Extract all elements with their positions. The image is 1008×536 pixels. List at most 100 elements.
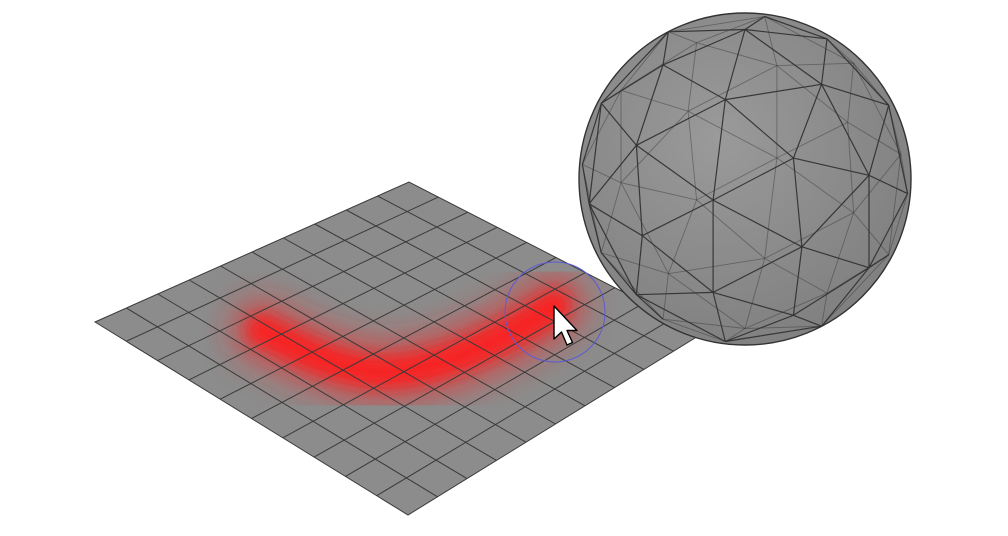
sphere-edge <box>687 42 698 112</box>
sphere-edge <box>744 29 822 85</box>
sphere-edge <box>793 267 870 316</box>
sphere-edge <box>667 199 698 274</box>
ground-plane-wireframe <box>126 195 674 498</box>
sphere-edge <box>853 212 890 255</box>
grid-line <box>313 287 616 458</box>
sphere-edge <box>712 157 794 201</box>
sphere-edge <box>868 174 908 195</box>
sphere-edge <box>635 235 643 295</box>
sphere-edge <box>588 203 643 237</box>
sphere-edge <box>725 325 822 343</box>
sphere-edge <box>668 28 746 33</box>
sphere-edge <box>821 83 889 106</box>
sphere-edge <box>826 212 855 294</box>
sphere-edge <box>724 99 794 159</box>
sphere-edge <box>620 42 697 91</box>
sphere-edge <box>588 144 637 205</box>
sphere-edge <box>725 83 822 101</box>
ground-plane[interactable] <box>93 181 705 516</box>
sphere-surface[interactable] <box>578 12 912 346</box>
sphere-edge <box>600 64 664 104</box>
sphere-edge <box>764 258 828 294</box>
sphere-edge <box>847 121 902 155</box>
sphere-edge <box>582 90 622 165</box>
sphere-edge <box>821 84 870 176</box>
sphere-edge <box>792 246 803 316</box>
sphere-edge <box>868 254 890 269</box>
sphere-edge <box>581 103 602 165</box>
sphere-edge <box>600 252 637 296</box>
sphere-edge <box>668 273 746 329</box>
sphere-edge <box>600 31 669 104</box>
sphere-edge <box>668 16 765 33</box>
sphere-edge <box>821 293 828 327</box>
sphere-edge <box>744 28 828 40</box>
sphere-edge <box>600 182 622 253</box>
sphere-edge <box>764 16 854 64</box>
sphere-edge <box>744 15 766 31</box>
sphere-edge <box>601 252 669 275</box>
grid-line <box>282 272 586 439</box>
sphere-edge <box>636 144 714 201</box>
sphere-edge <box>793 314 822 327</box>
sphere-edge <box>668 257 765 275</box>
grid-line <box>377 195 674 352</box>
grid-line <box>314 223 615 389</box>
sphere-edge <box>764 16 778 66</box>
arrow-cursor-icon <box>553 305 578 346</box>
sphere-edge <box>888 193 909 255</box>
sphere-edge <box>620 182 697 201</box>
sphere-wireframe <box>581 15 909 343</box>
sphere-edge <box>696 42 778 67</box>
sphere-edge <box>801 174 870 248</box>
sphere-edge <box>776 62 854 67</box>
sphere-edge <box>712 99 726 201</box>
sphere-edge <box>725 328 746 342</box>
sphere-edge <box>636 99 726 146</box>
sphere-edge <box>588 203 602 253</box>
sphere-edge <box>744 258 766 329</box>
sphere-edge <box>826 38 890 106</box>
sphere-edge <box>635 294 664 320</box>
sphere-edge <box>712 291 794 316</box>
sphere-edge <box>620 182 669 274</box>
sphere-edge <box>635 64 664 146</box>
grid-line <box>376 317 674 497</box>
sphere-edge <box>764 157 778 259</box>
sphere-edge <box>687 110 778 159</box>
sphere-edge <box>620 89 689 112</box>
sphere-edge <box>582 163 622 184</box>
sphere-edge <box>888 105 909 194</box>
sphere-edge <box>853 63 902 155</box>
paint-stroke-core <box>247 290 570 388</box>
sphere-edge <box>620 110 689 184</box>
sphere-edge <box>792 84 823 159</box>
sphere-edge <box>793 157 870 176</box>
grid-line <box>283 237 586 407</box>
sphere-edge <box>725 314 794 343</box>
sphere-edge <box>868 105 890 176</box>
grid-line <box>251 257 557 419</box>
sphere-edge <box>641 235 714 293</box>
sphere-edge <box>620 31 669 91</box>
sphere-edge <box>662 318 726 342</box>
sphere-edge <box>868 193 909 268</box>
sphere-edge <box>635 145 643 236</box>
sphere-edge <box>668 31 697 44</box>
sphere-edge <box>662 31 669 65</box>
sphere-edge <box>801 246 870 269</box>
sphere-mesh[interactable] <box>578 12 912 346</box>
sphere-edge <box>821 254 890 327</box>
grid-line <box>345 302 645 477</box>
sphere-edge <box>821 267 870 327</box>
sphere-edge <box>744 292 828 329</box>
paint-stroke <box>231 274 586 404</box>
sphere-edge <box>662 64 726 101</box>
sphere-edge <box>636 294 726 343</box>
sphere-edge <box>696 199 765 259</box>
sphere-edge <box>588 203 637 295</box>
sphere-edge <box>636 291 714 296</box>
sphere-edge <box>712 246 803 293</box>
